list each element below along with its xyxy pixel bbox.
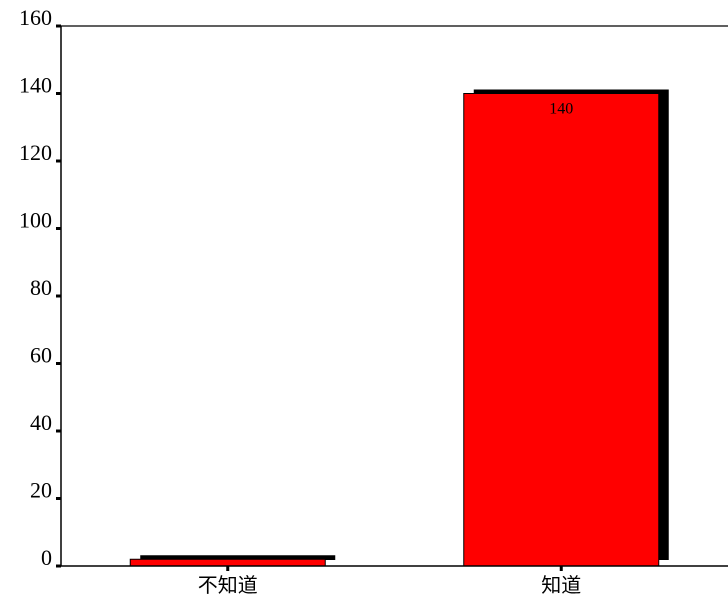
bar xyxy=(463,93,660,567)
y-tick-label: 40 xyxy=(30,410,52,435)
y-ticks: 0 20 40 60 80 100 120 140 160 xyxy=(19,5,61,570)
x-tick-label: 知道 xyxy=(541,573,581,597)
bar xyxy=(129,558,326,567)
y-tick-label: 140 xyxy=(19,73,52,98)
y-tick-label: 0 xyxy=(41,545,52,570)
y-tick-label: 100 xyxy=(19,208,52,233)
y-tick-label: 60 xyxy=(30,343,52,368)
x-ticks: 不知道 知道 xyxy=(198,566,581,597)
y-tick-label: 120 xyxy=(19,140,52,165)
y-tick-label: 160 xyxy=(19,5,52,30)
data-label: 140 xyxy=(549,101,573,118)
bar-shadow xyxy=(140,555,336,560)
data-labels: 140 xyxy=(549,101,573,118)
bars xyxy=(129,93,660,567)
x-tick-label: 不知道 xyxy=(198,573,258,597)
y-tick-label: 20 xyxy=(30,478,52,503)
y-tick-label: 80 xyxy=(30,275,52,300)
